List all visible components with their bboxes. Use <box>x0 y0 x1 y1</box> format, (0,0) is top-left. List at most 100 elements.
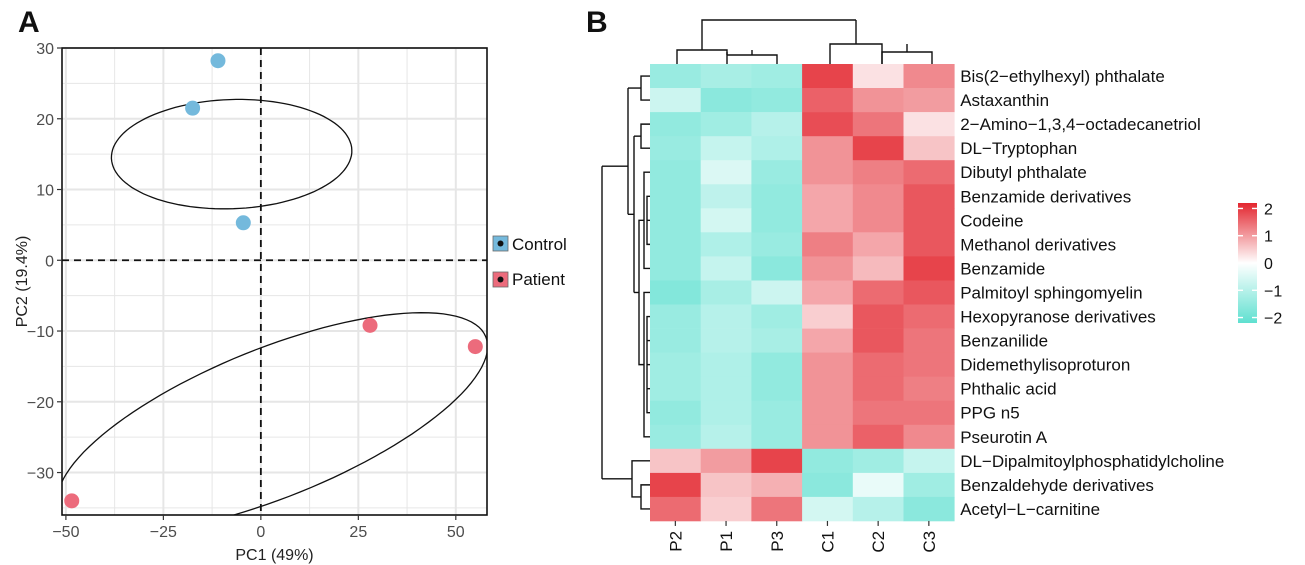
heatmap-cell <box>650 472 702 498</box>
heatmap-cell <box>852 160 904 185</box>
heatmap-cell <box>903 352 955 377</box>
heatmap-cell <box>802 304 854 329</box>
pca-plot-frame <box>61 47 488 516</box>
heatmap-cell <box>751 208 803 233</box>
panel-b-label: B <box>586 6 608 39</box>
heatmap-cell <box>751 304 803 329</box>
row-dendrogram-branch <box>640 484 650 510</box>
heatmap-cell <box>650 112 702 137</box>
heatmap-cell <box>852 88 904 113</box>
heatmap-cell <box>802 184 854 209</box>
heatmap-row-label: Dibutyl phthalate <box>960 163 1087 182</box>
legend-dot-patient <box>497 276 504 283</box>
heatmap-cell <box>700 304 752 329</box>
point-patient <box>64 493 80 509</box>
heatmap-cell <box>650 400 702 426</box>
heatmap-cell <box>700 208 752 233</box>
heatmap-cell <box>802 256 854 281</box>
heatmap-row-label: Methanol derivatives <box>960 235 1116 254</box>
heatmap-column-label: P2 <box>666 531 685 552</box>
legend-dot-control <box>497 240 504 247</box>
heatmap-cell <box>700 352 752 377</box>
heatmap-cell <box>802 112 854 137</box>
heatmap-cell <box>751 472 803 498</box>
heatmap-row-label: 2−Amino−1,3,4−octadecanetriol <box>960 115 1201 134</box>
legend-label-control: Control <box>512 235 567 254</box>
pca-y-tick-label: −20 <box>27 395 54 412</box>
heatmap-cell <box>700 472 752 498</box>
pca-y-tick-label: −10 <box>27 324 54 341</box>
heatmap-row-label: DL−Tryptophan <box>960 139 1077 158</box>
heatmap-cell <box>751 424 803 450</box>
heatmap-cell <box>751 280 803 305</box>
heatmap-cell <box>852 400 904 426</box>
heatmap-row-labels: Bis(2−ethylhexyl) phthalate Astaxanthin 2−… <box>960 67 1224 519</box>
heatmap-column-labels: P2 P1 P3 C1 C2 C3 <box>666 520 939 553</box>
column-dendrogram <box>676 19 933 64</box>
pca-x-ticks: −50 −25 0 25 50 <box>52 515 465 541</box>
heatmap-column-label: P3 <box>768 531 787 552</box>
row-dendrogram-branch <box>640 123 650 149</box>
heatmap-row-label: Bis(2−ethylhexyl) phthalate <box>960 67 1165 86</box>
heatmap-cell <box>852 208 904 233</box>
heatmap-cell <box>650 64 702 89</box>
heatmap-cell <box>700 280 752 305</box>
heatmap-cell <box>903 160 955 185</box>
confidence-ellipse-patient <box>62 312 487 515</box>
colorbar-tick-label: −1 <box>1264 283 1282 300</box>
heatmap-cell <box>852 64 904 89</box>
heatmap-cell <box>751 328 803 353</box>
heatmap-cell <box>751 352 803 377</box>
heatmap-cell <box>700 256 752 281</box>
heatmap-cell <box>802 352 854 377</box>
point-patient <box>362 317 378 333</box>
heatmap-cell <box>751 88 803 113</box>
pca-scatter-plot: −50 −25 0 25 50 −30 −20 −10 0 10 20 30 PC1 (49%) P… <box>14 41 567 564</box>
heatmap-row-label: Palmitoyl sphingomyelin <box>960 284 1142 303</box>
heatmap-row-label: Astaxanthin <box>960 91 1049 110</box>
heatmap-cell <box>650 256 702 281</box>
colorbar-gradient <box>1238 203 1257 323</box>
heatmap-cell <box>751 232 803 257</box>
heatmap-row-label: Pseurotin A <box>960 428 1048 447</box>
heatmap-cell <box>852 328 904 353</box>
pca-y-tick-label: 0 <box>45 253 54 270</box>
heatmap-column-label: C1 <box>818 531 837 553</box>
heatmap-row-label: PPG n5 <box>960 404 1020 423</box>
heatmap-cell <box>852 112 904 137</box>
heatmap-cell <box>802 400 854 426</box>
heatmap-cell <box>802 472 854 498</box>
heatmap-colorbar: 2 1 0 −1 −2 <box>1238 201 1282 328</box>
heatmap-cell <box>650 232 702 257</box>
heatmap-cell <box>802 280 854 305</box>
pca-y-tick-label: 30 <box>36 41 54 58</box>
heatmap-row-label: Acetyl−L−carnitine <box>960 500 1100 519</box>
heatmap-cell <box>700 232 752 257</box>
heatmap-cell <box>852 352 904 377</box>
point-control <box>210 53 226 69</box>
heatmap-cell <box>802 208 854 233</box>
heatmap-cell <box>903 304 955 329</box>
heatmap-cell <box>650 184 702 209</box>
heatmap-cell <box>751 64 803 89</box>
heatmap-cell <box>852 256 904 281</box>
heatmap-cells <box>650 64 955 522</box>
heatmap-cell <box>700 88 752 113</box>
heatmap-cell <box>802 328 854 353</box>
heatmap-cell <box>903 88 955 113</box>
heatmap-cell <box>650 136 702 161</box>
heatmap-cell <box>852 448 904 474</box>
heatmap-cell <box>903 424 955 450</box>
heatmap-cell <box>903 232 955 257</box>
pca-x-axis-title: PC1 (49%) <box>235 547 313 564</box>
colorbar-tick-label: 0 <box>1264 256 1273 273</box>
heatmap-cell <box>700 328 752 353</box>
legend-item-control: Control <box>492 235 567 254</box>
heatmap-cell <box>852 496 904 522</box>
heatmap-row-label: Benzanilide <box>960 332 1048 351</box>
heatmap-cell <box>802 448 854 474</box>
heatmap-cell <box>700 496 752 522</box>
heatmap-cell <box>903 208 955 233</box>
point-control <box>185 100 201 116</box>
pca-y-ticks: −30 −20 −10 0 10 20 30 <box>27 41 62 483</box>
